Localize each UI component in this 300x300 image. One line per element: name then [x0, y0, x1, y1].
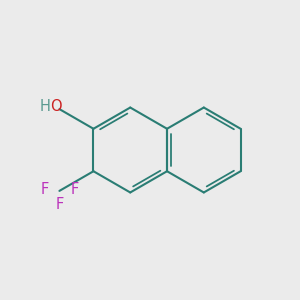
Text: F: F: [55, 196, 64, 211]
Text: F: F: [40, 182, 48, 197]
Text: O: O: [51, 99, 62, 114]
Text: H: H: [40, 99, 51, 114]
Text: F: F: [70, 182, 79, 197]
